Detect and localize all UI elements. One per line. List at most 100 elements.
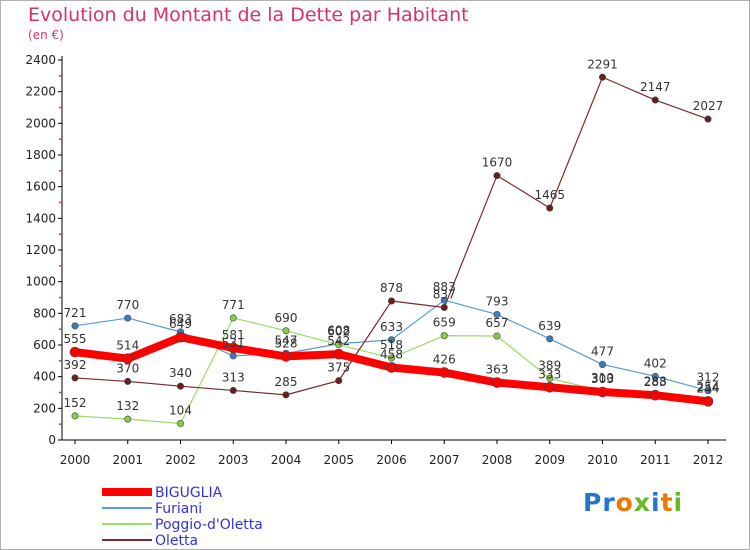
proxiti-logo: Proxiti	[583, 488, 683, 517]
data-point	[651, 372, 659, 380]
x-tick-label: 2004	[271, 453, 302, 467]
data-point	[704, 115, 712, 123]
chart-subtitle: (en €)	[28, 28, 64, 42]
data-label: 477	[591, 344, 614, 358]
data-label: 312	[697, 371, 720, 385]
data-point	[544, 381, 556, 393]
data-label: 313	[222, 370, 245, 384]
data-label: 1670	[482, 156, 513, 170]
data-label: 690	[275, 311, 298, 325]
data-point	[440, 332, 448, 340]
data-point	[546, 374, 554, 382]
data-point	[227, 342, 239, 354]
data-label: 340	[169, 366, 192, 380]
x-tick-label: 2005	[323, 453, 354, 467]
data-point	[69, 346, 81, 358]
x-tick-label: 2007	[429, 453, 460, 467]
chart-title: Evolution du Montant de la Dette par Hab…	[28, 4, 469, 26]
logo-letter: t	[660, 488, 674, 517]
data-label: 363	[486, 363, 509, 377]
data-point	[280, 351, 292, 362]
logo-letter: r	[602, 488, 616, 517]
data-point	[177, 420, 185, 428]
data-label: 375	[327, 361, 350, 375]
x-tick-label: 2012	[693, 453, 724, 467]
data-label: 770	[116, 298, 139, 312]
data-label: 771	[222, 298, 245, 312]
y-tick-label: 200	[33, 401, 56, 415]
y-tick-label: 2400	[25, 53, 56, 67]
x-tick-label: 2001	[112, 453, 143, 467]
data-label: 837	[433, 287, 456, 301]
x-tick-label: 2010	[587, 453, 618, 467]
y-tick-label: 2000	[25, 116, 56, 130]
data-point	[491, 377, 503, 388]
data-point	[597, 386, 608, 398]
data-point	[386, 362, 397, 373]
data-label: 2147	[640, 80, 671, 94]
data-label: 649	[169, 317, 192, 331]
logo-letter: o	[615, 488, 634, 517]
data-point	[651, 96, 659, 104]
data-label: 152	[64, 396, 87, 410]
data-label: 426	[433, 353, 456, 367]
data-point	[122, 353, 134, 364]
y-tick-label: 2200	[25, 85, 56, 99]
data-point	[438, 367, 450, 378]
data-point	[493, 172, 501, 180]
data-label: 531	[222, 336, 245, 350]
data-point	[546, 335, 554, 343]
data-label: 633	[380, 320, 403, 334]
y-tick-label: 1200	[25, 243, 56, 257]
data-point	[229, 386, 237, 394]
data-label: 402	[644, 356, 667, 370]
data-point	[546, 204, 554, 212]
data-label: 285	[275, 375, 298, 389]
y-tick-label: 800	[33, 306, 56, 320]
data-point	[493, 310, 501, 318]
legend-label: Poggio-d'Oletta	[155, 517, 263, 533]
y-tick-label: 1600	[25, 180, 56, 194]
data-label: 1465	[534, 188, 565, 202]
y-tick-label: 0	[48, 433, 56, 447]
data-point	[440, 303, 448, 311]
data-label: 659	[433, 316, 456, 330]
data-point	[387, 354, 395, 362]
legend-label: BIGUGLIA	[155, 485, 223, 501]
data-point	[333, 348, 345, 360]
data-label: 288	[644, 374, 667, 388]
y-tick-label: 1800	[25, 148, 56, 162]
data-point	[229, 314, 237, 322]
y-tick-label: 1000	[25, 275, 56, 289]
data-label: 2291	[587, 57, 618, 71]
data-label: 518	[380, 338, 403, 352]
data-point	[124, 377, 132, 385]
x-tick-label: 2002	[165, 453, 196, 467]
data-label: 370	[116, 361, 139, 375]
data-point	[71, 374, 79, 382]
data-label: 883	[433, 280, 456, 294]
data-label: 283	[644, 375, 667, 389]
x-tick-label: 2009	[534, 453, 565, 467]
x-tick-label: 2003	[218, 453, 249, 467]
data-point	[387, 297, 395, 305]
data-label: 244	[697, 381, 720, 395]
data-label: 555	[64, 332, 87, 346]
data-point	[335, 377, 343, 385]
logo-letter: x	[633, 488, 651, 517]
data-point	[71, 412, 79, 420]
x-tick-label: 2011	[640, 453, 671, 467]
y-tick-label: 400	[33, 370, 56, 384]
data-point	[282, 391, 290, 399]
legend-label: Furiani	[155, 501, 202, 517]
x-tick-label: 2000	[60, 453, 91, 467]
data-point	[71, 322, 79, 330]
data-point	[387, 336, 395, 344]
data-point	[175, 331, 186, 343]
data-label: 721	[64, 306, 87, 320]
data-label: 514	[116, 339, 139, 353]
data-label: 2027	[693, 99, 724, 113]
data-point	[702, 396, 714, 407]
logo-letter: P	[583, 488, 603, 517]
y-tick-label: 600	[33, 338, 56, 352]
